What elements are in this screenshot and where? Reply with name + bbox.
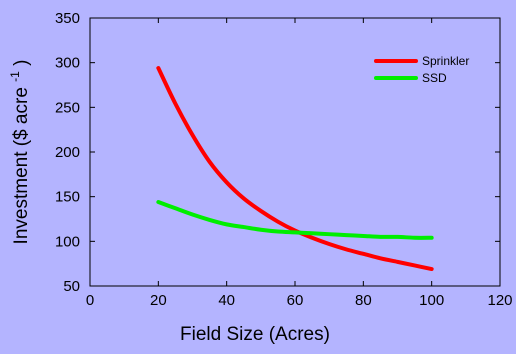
y-tick-label: 200 [55,144,80,161]
y-axis-title-main: Investment ($ acre [11,87,32,244]
x-tick-label: 60 [287,292,304,309]
x-tick-label: 40 [218,292,235,309]
y-tick-label: 250 [55,99,80,116]
y-tick-label: 300 [55,55,80,72]
series-line-sprinkler [156,66,434,272]
legend-label-ssd: SSD [422,71,447,85]
series-lines [156,66,434,272]
axis-ticks: 0 20 40 60 80 100 120 50 100 150 200 250 300 350 [55,10,513,309]
y-axis-title-close: ) [11,60,32,66]
legend: Sprinkler SSD [374,54,469,85]
legend-label-sprinkler: Sprinkler [422,54,469,68]
x-axis-title: Field Size (Acres) [180,324,330,345]
y-tick-label: 350 [55,10,80,27]
series-line-ssd [156,200,434,240]
x-tick-label: 0 [86,292,94,309]
x-tick-label: 20 [150,292,167,309]
y-tick-label: 100 [55,233,80,250]
y-tick-label: 50 [63,278,80,295]
y-axis-title-superscript: -1 [8,71,22,82]
x-tick-label: 100 [419,292,444,309]
y-tick-label: 150 [55,189,80,206]
x-tick-label: 80 [355,292,372,309]
y-axis-title: Investment ($ acre -1 ) [3,60,32,245]
x-tick-label: 120 [487,292,512,309]
